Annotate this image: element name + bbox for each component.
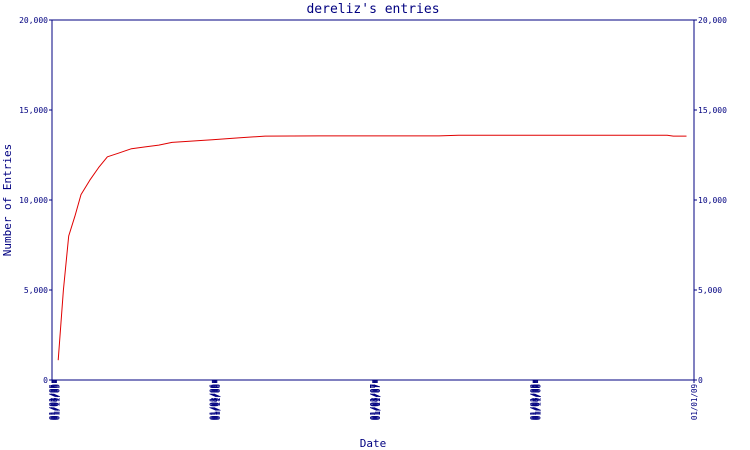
x-tick-label: 01/11/08 — [534, 384, 543, 421]
x-tick-label: 01/05/05 — [50, 384, 59, 420]
x-axis-ticks: 01/01/0501/03/0501/05/0501/07/0501/09/05… — [48, 380, 699, 420]
y-tick-label-right: 20,000 — [698, 16, 727, 25]
x-tick-label: 01/03/05 — [49, 384, 58, 420]
x-tick-label: 01/01/09 — [690, 384, 699, 420]
x-tick-label: 01/01/06 — [208, 384, 217, 421]
x-tick-label: 01/11/07 — [373, 384, 382, 420]
y-axis-left-ticks: 0 5,000 10,000 15,000 20,000 — [19, 16, 52, 385]
series-layer — [57, 134, 687, 361]
x-tick-label: 01/03/07 — [370, 384, 379, 420]
x-tick-label: 01/09/08 — [533, 384, 542, 421]
x-tick-label: 01/05/06 — [210, 384, 219, 421]
chart-title: dereliz's entries — [306, 2, 439, 17]
x-tick-label: 01/05/08 — [531, 384, 540, 421]
y-tick-label-right: 10,000 — [698, 196, 727, 205]
y-tick-label-left: 15,000 — [19, 106, 48, 115]
y-tick-label-right: 15,000 — [698, 106, 727, 115]
y-tick-label-right: 5,000 — [698, 286, 722, 295]
x-tick-label: 01/09/06 — [212, 384, 221, 421]
x-tick-label: 01/03/08 — [530, 384, 539, 421]
y-tick-label-right: 0 — [698, 376, 703, 385]
x-tick-label: 01/07/07 — [371, 384, 380, 420]
x-tick-label: 01/09/05 — [52, 384, 61, 420]
x-tick-label: 01/07/06 — [211, 384, 220, 421]
x-tick-label: 01/07/08 — [532, 384, 541, 421]
x-tick-label: 01/09/07 — [372, 384, 381, 420]
x-tick-label: 01/07/05 — [51, 384, 60, 420]
y-tick-label-left: 5,000 — [24, 286, 48, 295]
x-tick-label: 01/01/07 — [369, 384, 378, 420]
x-tick-label: 01/01/05 — [48, 384, 57, 420]
series-line — [57, 134, 687, 361]
x-tick-label: 01/11/06 — [213, 384, 222, 421]
y-tick-label-left: 20,000 — [19, 16, 48, 25]
x-tick-label: 01/11/05 — [52, 384, 61, 420]
x-tick-label: 01/03/06 — [209, 384, 218, 421]
y-axis-label: Number of Entries — [1, 144, 14, 257]
x-tick-label: 01/01/08 — [529, 384, 538, 421]
y-tick-label-left: 0 — [43, 376, 48, 385]
y-tick-label-left: 10,000 — [19, 196, 48, 205]
x-tick-label: 01/05/07 — [371, 384, 380, 420]
x-axis-label: Date — [360, 437, 387, 450]
